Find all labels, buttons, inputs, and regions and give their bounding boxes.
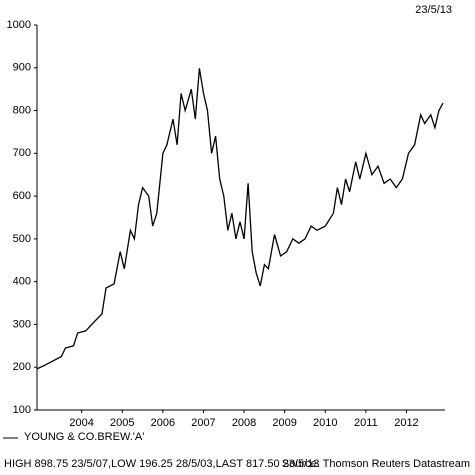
x-tick-label: 2010 [313,417,337,429]
y-tick-label: 400 [13,276,31,288]
x-tick-label: 2008 [232,417,256,429]
x-tick-label: 2006 [151,417,175,429]
legend-label: YOUNG & CO.BREW.'A' [24,431,144,443]
x-tick-label: 2004 [69,417,93,429]
y-tick-label: 700 [13,147,31,159]
source: Source: Thomson Reuters Datastream [282,458,470,470]
x-tick-label: 2005 [110,417,134,429]
y-tick-label: 200 [13,361,31,373]
y-tick-label: 100 [13,404,31,416]
y-tick-label: 300 [13,318,31,330]
y-tick-label: 900 [13,62,31,74]
y-tick-label: 1000 [7,19,31,31]
x-tick-label: 2009 [272,417,296,429]
y-tick-label: 800 [13,104,31,116]
price-line [36,68,444,370]
footer: HIGH 898.75 23/5/07,LOW 196.25 28/5/03,L… [4,458,319,470]
y-tick-label: 600 [13,190,31,202]
x-tick-label: 2012 [394,417,418,429]
x-tick-label: 2007 [191,417,215,429]
chart-date: 23/5/13 [415,4,452,16]
x-tick-label: 2011 [354,417,378,429]
y-tick-label: 500 [13,233,31,245]
